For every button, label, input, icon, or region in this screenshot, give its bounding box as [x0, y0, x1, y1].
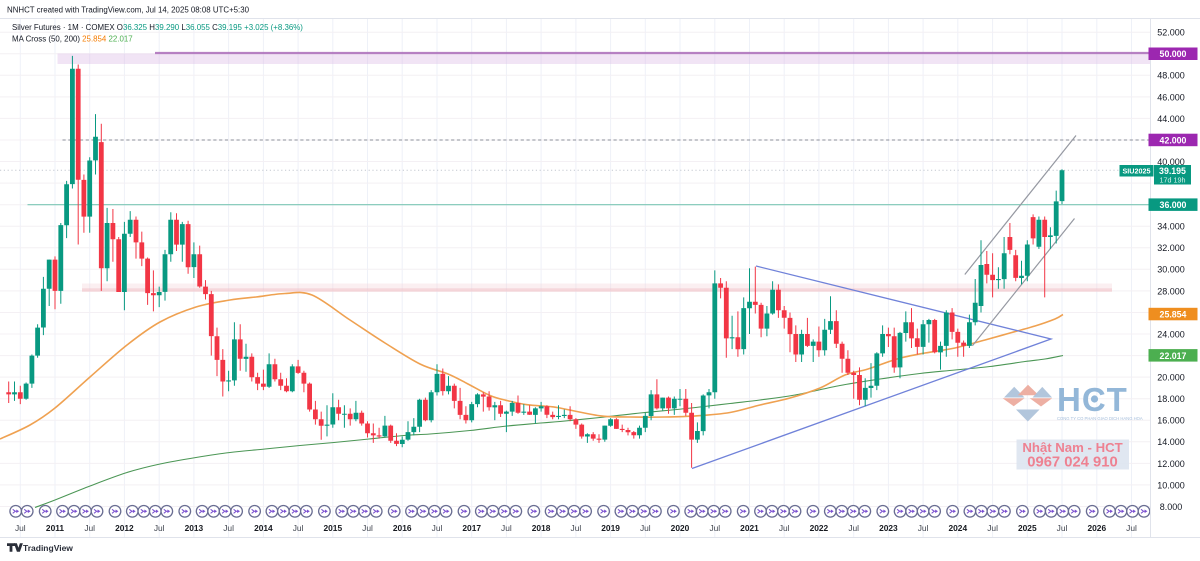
svg-text:2020: 2020 [671, 523, 690, 533]
svg-text:50.000: 50.000 [1160, 49, 1187, 59]
svg-text:Jul: Jul [84, 523, 95, 533]
svg-text:14.000: 14.000 [1157, 437, 1185, 447]
svg-text:28.000: 28.000 [1157, 286, 1185, 296]
svg-text:17d 19h: 17d 19h [1160, 176, 1186, 185]
svg-text:Jul: Jul [15, 523, 26, 533]
svg-text:2024: 2024 [948, 523, 967, 533]
svg-text:40.000: 40.000 [1157, 157, 1185, 167]
svg-text:24.000: 24.000 [1157, 329, 1185, 339]
svg-text:18.000: 18.000 [1157, 394, 1185, 404]
svg-text:2013: 2013 [185, 523, 204, 533]
svg-text:SIU2025: SIU2025 [1123, 167, 1151, 176]
svg-text:Jul: Jul [987, 523, 998, 533]
svg-text:Jul: Jul [154, 523, 165, 533]
svg-text:32.000: 32.000 [1157, 243, 1185, 253]
svg-text:8.000: 8.000 [1160, 502, 1183, 512]
svg-text:Jul: Jul [1057, 523, 1068, 533]
svg-text:Silver Futures · 1M · COMEX O: Silver Futures · 1M · COMEX O36.325 H39.… [12, 23, 303, 32]
svg-text:0967 024 910: 0967 024 910 [1027, 455, 1118, 471]
svg-text:30.000: 30.000 [1157, 265, 1185, 275]
svg-text:2016: 2016 [393, 523, 412, 533]
svg-text:34.000: 34.000 [1157, 222, 1185, 232]
svg-text:12.000: 12.000 [1157, 459, 1185, 469]
svg-text:25.854: 25.854 [1160, 309, 1187, 319]
svg-text:20.000: 20.000 [1157, 373, 1185, 383]
svg-text:46.000: 46.000 [1157, 92, 1185, 102]
svg-text:TradingView: TradingView [23, 543, 73, 553]
svg-text:Jul: Jul [223, 523, 234, 533]
svg-text:2012: 2012 [115, 523, 134, 533]
svg-text:16.000: 16.000 [1157, 416, 1185, 426]
svg-text:52.000: 52.000 [1157, 28, 1185, 38]
svg-text:NNHCT created with TradingView: NNHCT created with TradingView.com, Jul … [7, 6, 250, 15]
svg-text:Jul: Jul [362, 523, 373, 533]
svg-text:Jul: Jul [918, 523, 929, 533]
svg-text:2026: 2026 [1087, 523, 1106, 533]
svg-text:44.000: 44.000 [1157, 114, 1185, 124]
svg-text:Jul: Jul [779, 523, 790, 533]
svg-text:2021: 2021 [740, 523, 759, 533]
svg-text:39.195: 39.195 [1159, 166, 1186, 176]
svg-text:MA Cross (50, 200) 25.854 22.0: MA Cross (50, 200) 25.854 22.017 [12, 35, 133, 44]
svg-text:Jul: Jul [293, 523, 304, 533]
svg-text:Jul: Jul [848, 523, 859, 533]
svg-text:22.017: 22.017 [1160, 351, 1187, 361]
svg-text:2023: 2023 [879, 523, 898, 533]
svg-text:2025: 2025 [1018, 523, 1037, 533]
svg-text:Nhật Nam - HCT: Nhật Nam - HCT [1022, 440, 1122, 455]
svg-text:Jul: Jul [640, 523, 651, 533]
svg-text:Jul: Jul [501, 523, 512, 533]
svg-text:Jul: Jul [709, 523, 720, 533]
svg-text:2019: 2019 [601, 523, 620, 533]
svg-text:CONG TY CO PHAN GIAO DICH HANG: CONG TY CO PHAN GIAO DICH HANG HOA [1057, 416, 1143, 421]
svg-text:2017: 2017 [462, 523, 481, 533]
svg-text:2022: 2022 [810, 523, 829, 533]
svg-text:10.000: 10.000 [1157, 480, 1185, 490]
svg-text:Jul: Jul [432, 523, 443, 533]
svg-text:42.000: 42.000 [1160, 135, 1187, 145]
svg-text:2018: 2018 [532, 523, 551, 533]
svg-text:Jul: Jul [1126, 523, 1137, 533]
svg-text:2011: 2011 [46, 523, 65, 533]
svg-text:2015: 2015 [323, 523, 342, 533]
svg-text:36.000: 36.000 [1160, 200, 1187, 210]
svg-text:48.000: 48.000 [1157, 71, 1185, 81]
svg-text:2014: 2014 [254, 523, 273, 533]
svg-text:Jul: Jul [571, 523, 582, 533]
